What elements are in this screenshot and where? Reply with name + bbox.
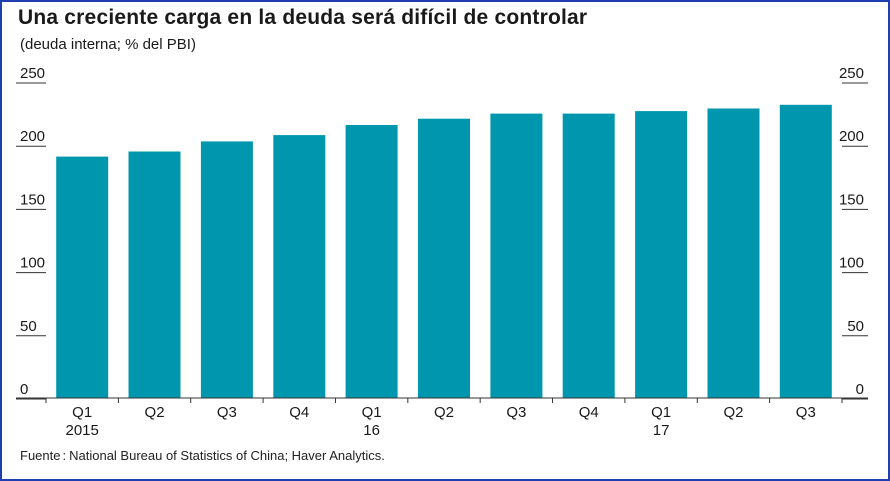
bar-9 [635, 111, 688, 398]
y-tick-label-right: 250 [839, 65, 864, 82]
y-tick-label-right: 200 [839, 128, 864, 145]
y-tick-label-left: 150 [20, 191, 45, 208]
x-tick-label: Q2 [145, 404, 165, 421]
y-tick-label-left: 0 [20, 381, 28, 398]
x-tick-label: Q1 [362, 404, 382, 421]
bar-11 [779, 104, 832, 399]
bar-6 [418, 118, 470, 398]
x-tick-label: Q1 [72, 404, 92, 421]
y-tick-label-left: 200 [20, 128, 45, 145]
x-tick-label: Q3 [796, 404, 816, 421]
bar-8 [562, 113, 615, 398]
chart-subtitle: (deuda interna; % del PBI) [20, 36, 196, 53]
x-tick-label: Q4 [579, 404, 599, 421]
y-tick-label-left: 250 [20, 65, 45, 82]
x-year-label: 17 [653, 422, 670, 439]
source-note: Fuente: National Bureau of Statistics of … [20, 448, 385, 463]
x-tick-label: Q3 [217, 404, 237, 421]
bar-2 [128, 151, 181, 398]
bar-3 [200, 141, 253, 398]
x-tick-label: Q3 [506, 404, 526, 421]
bar-7 [490, 113, 543, 398]
chart-title: Una creciente carga en la deuda será dif… [18, 6, 588, 29]
y-tick-label-left: 100 [20, 255, 45, 272]
x-tick-label: Q2 [434, 404, 454, 421]
y-tick-label-right: 100 [839, 255, 864, 272]
y-tick-label-right: 0 [856, 381, 864, 398]
source-label: Fuente [20, 448, 61, 463]
y-tick-label-left: 50 [20, 318, 37, 335]
bar-4 [273, 135, 326, 398]
y-tick-label-right: 150 [839, 191, 864, 208]
x-tick-label: Q1 [651, 404, 671, 421]
source-text: National Bureau of Statistics of China; … [69, 448, 385, 463]
x-year-label: 16 [363, 422, 380, 439]
x-tick-label: Q2 [723, 404, 743, 421]
bars-group [56, 104, 832, 399]
bar-1 [56, 156, 109, 398]
y-tick-label-right: 50 [847, 318, 864, 335]
bar-10 [707, 108, 760, 398]
x-tick-label: Q4 [289, 404, 309, 421]
x-year-label: 2015 [65, 422, 98, 439]
bar-5 [345, 125, 398, 398]
